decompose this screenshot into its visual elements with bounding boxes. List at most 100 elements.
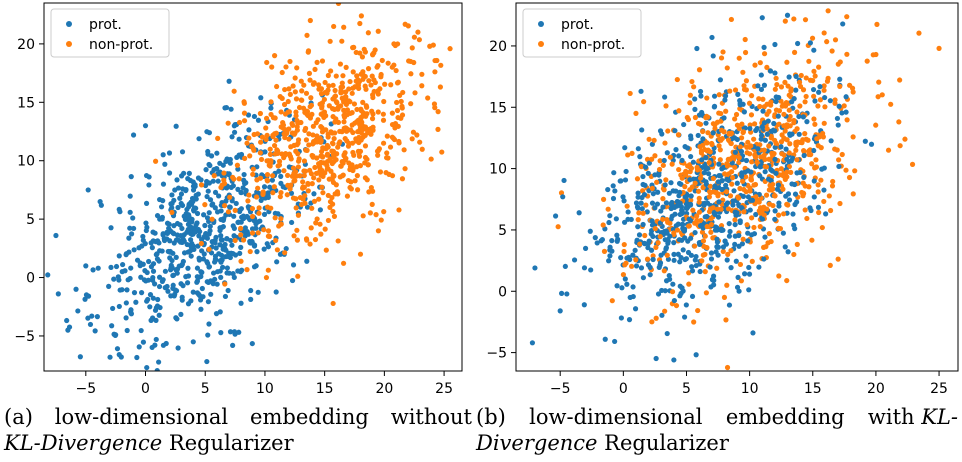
non-prot-point <box>836 157 842 163</box>
non-prot-point <box>782 18 788 24</box>
non-prot-point <box>327 204 333 210</box>
non-prot-point <box>779 132 785 138</box>
non-prot-point <box>284 192 290 198</box>
prot-point <box>673 147 679 153</box>
prot-point <box>122 268 128 274</box>
non-prot-point <box>153 158 159 164</box>
prot-point <box>190 339 196 345</box>
non-prot-point <box>322 226 328 232</box>
prot-point <box>640 221 646 228</box>
non-prot-point <box>827 262 833 268</box>
prot-point <box>206 264 213 270</box>
non-prot-point <box>257 110 263 117</box>
prot-point <box>274 259 280 265</box>
prot-point <box>208 291 214 297</box>
non-prot-point <box>764 101 770 107</box>
non-prot-point <box>255 185 261 191</box>
non-prot-point <box>382 81 388 87</box>
non-prot-point <box>269 173 276 179</box>
prot-point <box>642 182 648 188</box>
non-prot-point <box>437 84 443 90</box>
non-prot-point <box>249 213 256 220</box>
prot-point <box>106 283 112 289</box>
non-prot-point <box>770 202 776 209</box>
non-prot-point <box>324 166 330 172</box>
non-prot-point <box>319 105 325 111</box>
prot-point <box>724 176 730 182</box>
prot-point <box>45 272 51 278</box>
prot-point <box>83 263 89 269</box>
non-prot-point <box>821 83 827 89</box>
non-prot-point <box>350 45 356 51</box>
prot-point <box>557 308 563 314</box>
prot-point <box>169 257 175 264</box>
non-prot-point <box>725 137 732 143</box>
legend-label: prot. <box>89 17 122 33</box>
non-prot-point <box>318 172 324 178</box>
non-prot-point <box>325 217 332 224</box>
non-prot-point <box>718 137 724 143</box>
non-prot-point <box>264 132 270 138</box>
non-prot-point <box>728 140 734 147</box>
prot-point <box>758 136 764 142</box>
non-prot-point <box>674 76 680 83</box>
non-prot-point <box>712 122 718 128</box>
prot-point <box>206 210 212 216</box>
prot-point <box>747 125 753 132</box>
non-prot-point <box>232 207 238 213</box>
prot-point <box>658 208 664 214</box>
non-prot-point <box>273 137 279 143</box>
non-prot-point <box>757 142 763 148</box>
non-prot-point <box>780 186 786 192</box>
prot-point <box>223 158 229 164</box>
prot-point <box>778 144 784 150</box>
prot-point <box>196 257 202 263</box>
prot-point <box>304 258 310 264</box>
prot-point <box>758 86 765 93</box>
non-prot-point <box>409 136 415 142</box>
prot-point <box>194 265 201 271</box>
non-prot-point <box>342 94 349 100</box>
non-prot-point <box>293 109 299 115</box>
non-prot-point <box>350 85 356 91</box>
non-prot-point <box>258 139 264 145</box>
prot-point <box>649 200 656 206</box>
non-prot-point <box>291 170 297 176</box>
prot-point <box>242 233 248 239</box>
non-prot-point <box>829 48 835 54</box>
non-prot-point <box>307 241 313 247</box>
non-prot-point <box>773 140 779 146</box>
non-prot-point <box>773 75 779 81</box>
prot-point <box>120 261 126 268</box>
prot-point <box>208 278 214 284</box>
prot-point <box>762 137 768 143</box>
non-prot-point <box>278 221 284 227</box>
non-prot-point <box>335 3 342 6</box>
non-prot-point <box>740 69 746 75</box>
non-prot-point <box>700 252 706 258</box>
non-prot-point <box>744 222 750 228</box>
non-prot-point <box>752 121 758 127</box>
prot-point <box>760 108 766 114</box>
prot-point <box>581 265 588 271</box>
non-prot-point <box>261 227 267 233</box>
non-prot-point <box>290 122 296 128</box>
prot-point <box>755 83 761 89</box>
prot-point <box>836 103 842 109</box>
non-prot-point <box>746 100 753 106</box>
prot-point <box>682 144 688 150</box>
prot-point <box>758 72 764 78</box>
prot-point <box>582 245 589 251</box>
prot-point <box>186 249 192 255</box>
non-prot-point <box>748 143 754 149</box>
prot-point <box>208 153 215 159</box>
non-prot-point <box>347 166 353 173</box>
non-prot-point <box>238 258 244 264</box>
prot-point <box>705 171 712 177</box>
prot-point <box>811 147 817 154</box>
prot-point <box>226 270 232 276</box>
non-prot-point <box>384 133 390 139</box>
non-prot-point <box>697 175 704 181</box>
non-prot-point <box>760 96 766 102</box>
non-prot-point <box>794 109 800 115</box>
